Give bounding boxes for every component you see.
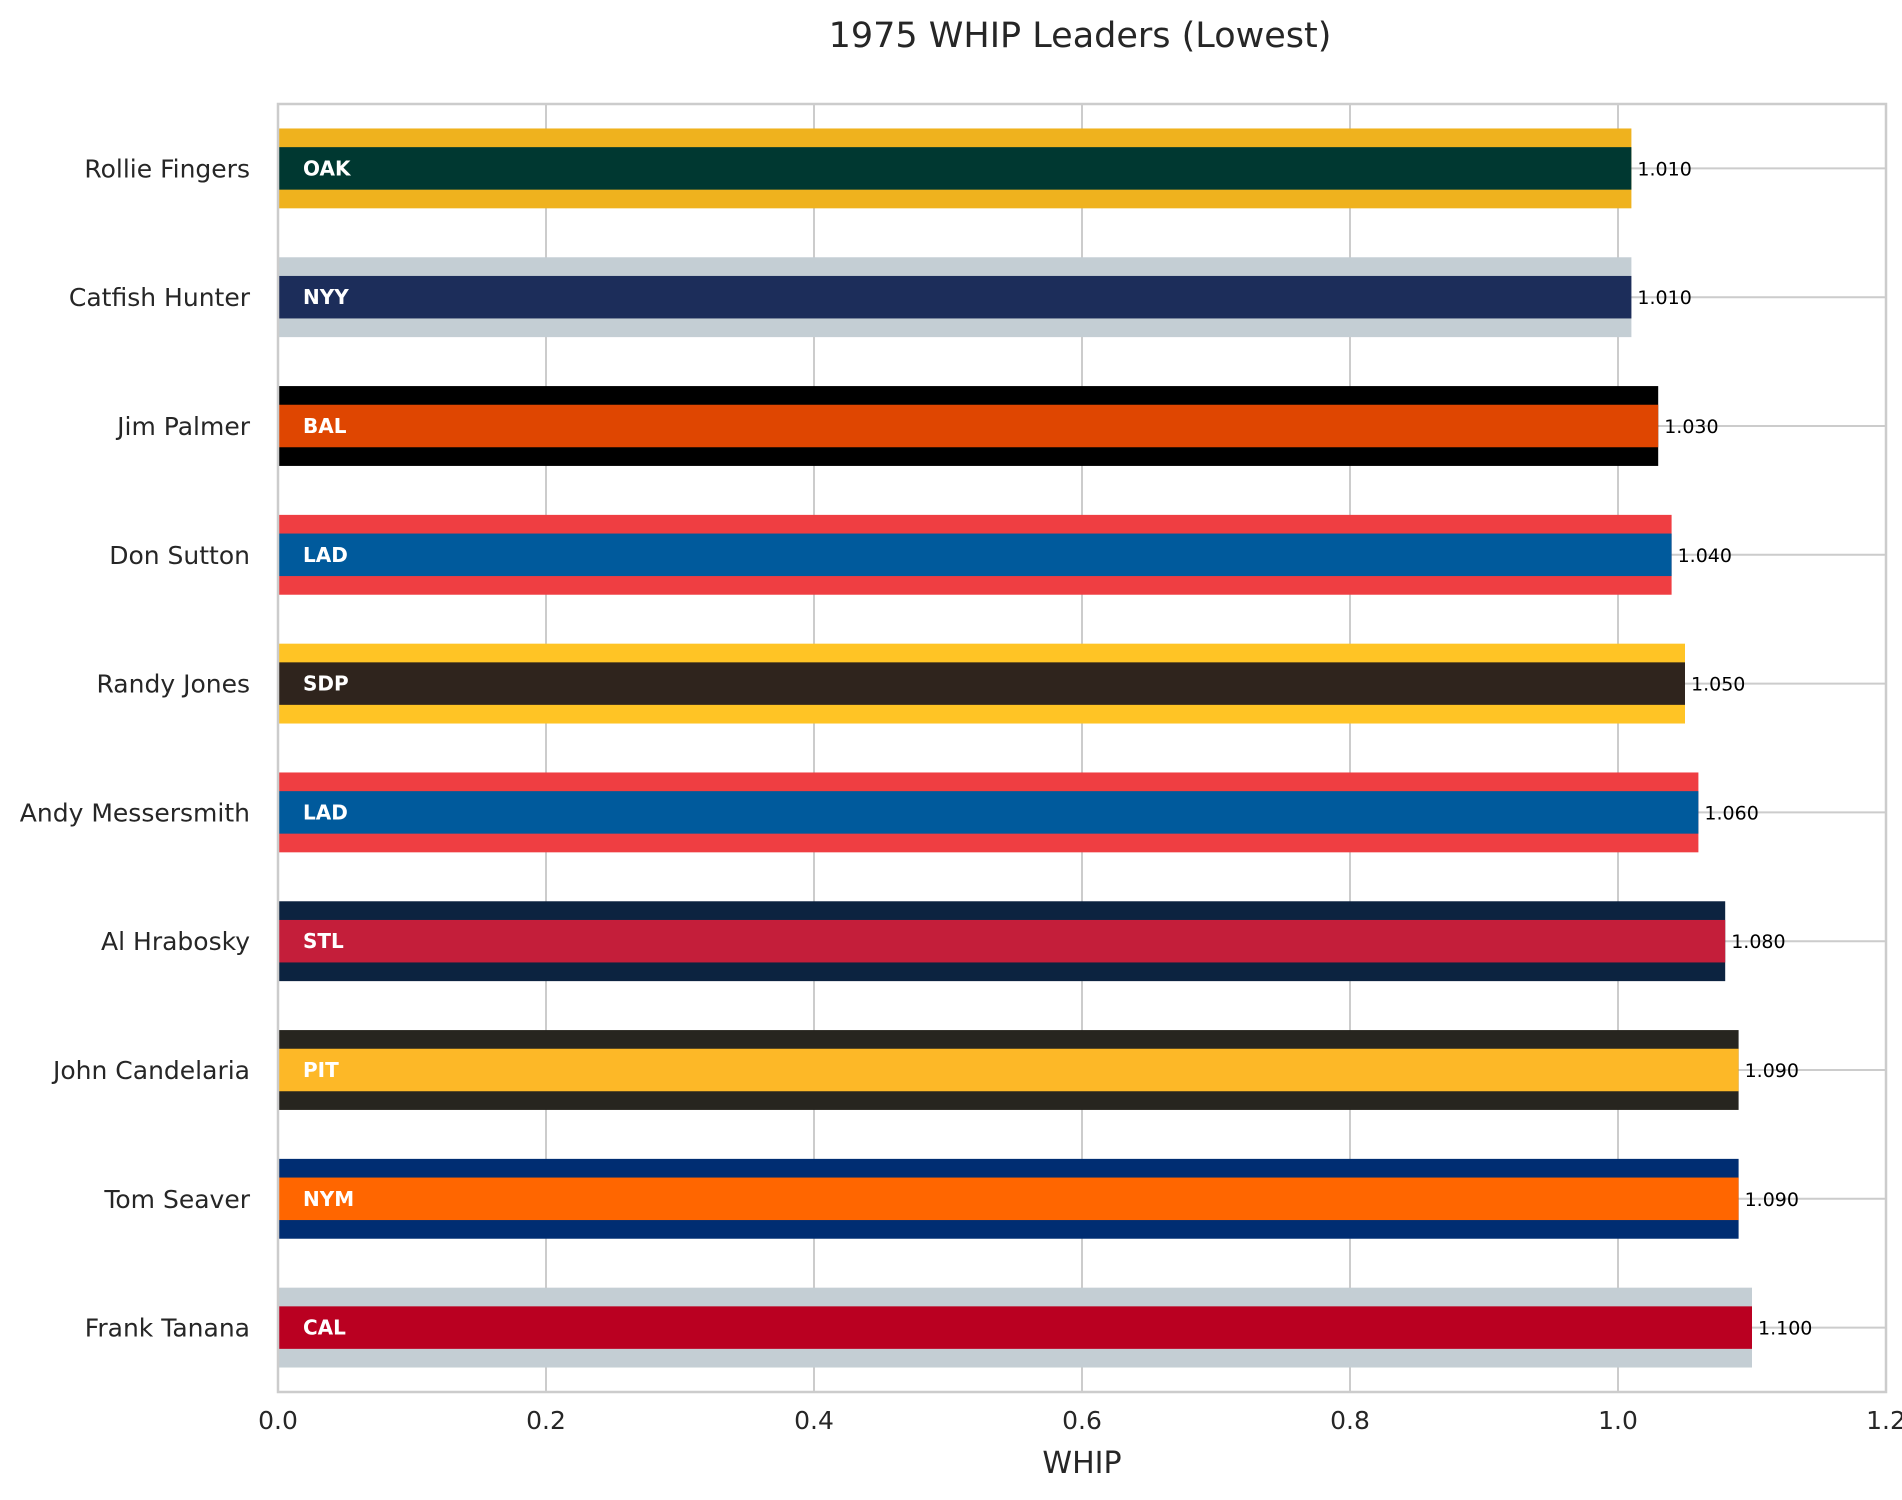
value-label: 1.080 <box>1731 931 1785 953</box>
x-axis-label: WHIP <box>1042 1446 1121 1481</box>
y-tick-label: Frank Tanana <box>85 1314 250 1343</box>
y-tick-label: Randy Jones <box>96 670 250 699</box>
value-label: 1.010 <box>1637 158 1691 180</box>
x-tick-label: 1.2 <box>1866 1406 1902 1435</box>
value-label: 1.030 <box>1664 416 1718 438</box>
bar-inner <box>278 1048 1739 1092</box>
team-label: NYY <box>303 285 349 309</box>
bar-inner <box>278 147 1632 190</box>
bar-inner <box>278 662 1685 705</box>
value-label: 1.090 <box>1745 1189 1799 1211</box>
x-tick-label: 0.6 <box>1062 1406 1102 1435</box>
team-label: STL <box>303 929 344 953</box>
value-label: 1.060 <box>1704 802 1758 824</box>
x-tick-label: 0.0 <box>258 1406 298 1435</box>
y-tick-label: Don Sutton <box>109 541 250 570</box>
team-label: CAL <box>303 1316 346 1340</box>
y-tick-label: Catfish Hunter <box>69 283 251 312</box>
x-tick-label: 0.8 <box>1330 1406 1370 1435</box>
value-label: 1.010 <box>1637 287 1691 309</box>
team-label: SDP <box>303 672 349 696</box>
y-tick-label: Tom Seaver <box>103 1185 250 1214</box>
team-label: LAD <box>303 800 348 824</box>
value-label: 1.040 <box>1678 545 1732 567</box>
team-label: NYM <box>303 1187 354 1211</box>
team-label: OAK <box>303 156 352 180</box>
value-label: 1.090 <box>1745 1060 1799 1082</box>
bar-inner <box>278 533 1672 577</box>
bars: OAK 1.010 NYY 1.010 BAL 1.030 LAD 1.040 SDP 1.050… <box>278 128 1812 1368</box>
y-tick-label: John Candelaria <box>51 1056 250 1085</box>
bar-inner <box>278 275 1632 319</box>
value-label: 1.050 <box>1691 674 1745 696</box>
value-label: 1.100 <box>1758 1318 1812 1340</box>
team-label: LAD <box>303 543 348 567</box>
x-tick-label: 0.4 <box>794 1406 834 1435</box>
chart-title: 1975 WHIP Leaders (Lowest) <box>829 16 1332 56</box>
team-label: BAL <box>303 414 347 438</box>
y-tick-label: Jim Palmer <box>115 412 251 441</box>
team-label: PIT <box>303 1058 339 1082</box>
y-tick-label: Al Hrabosky <box>101 927 250 956</box>
x-tick-labels: 0.0 0.2 0.4 0.6 0.8 1.0 1.2 <box>258 1406 1902 1435</box>
x-tick-label: 0.2 <box>526 1406 566 1435</box>
y-tick-label: Andy Messersmith <box>20 798 250 827</box>
bar-inner <box>278 1306 1752 1349</box>
y-tick-labels: Rollie Fingers Catfish Hunter Jim Palmer Do… <box>20 154 251 1342</box>
bar-inner <box>278 919 1726 963</box>
bar-inner <box>278 404 1659 448</box>
bar-inner <box>278 1177 1739 1221</box>
y-tick-label: Rollie Fingers <box>84 154 250 183</box>
plot-frame <box>276 102 1888 1394</box>
bar-inner <box>278 791 1699 834</box>
x-tick-label: 1.0 <box>1598 1406 1638 1435</box>
